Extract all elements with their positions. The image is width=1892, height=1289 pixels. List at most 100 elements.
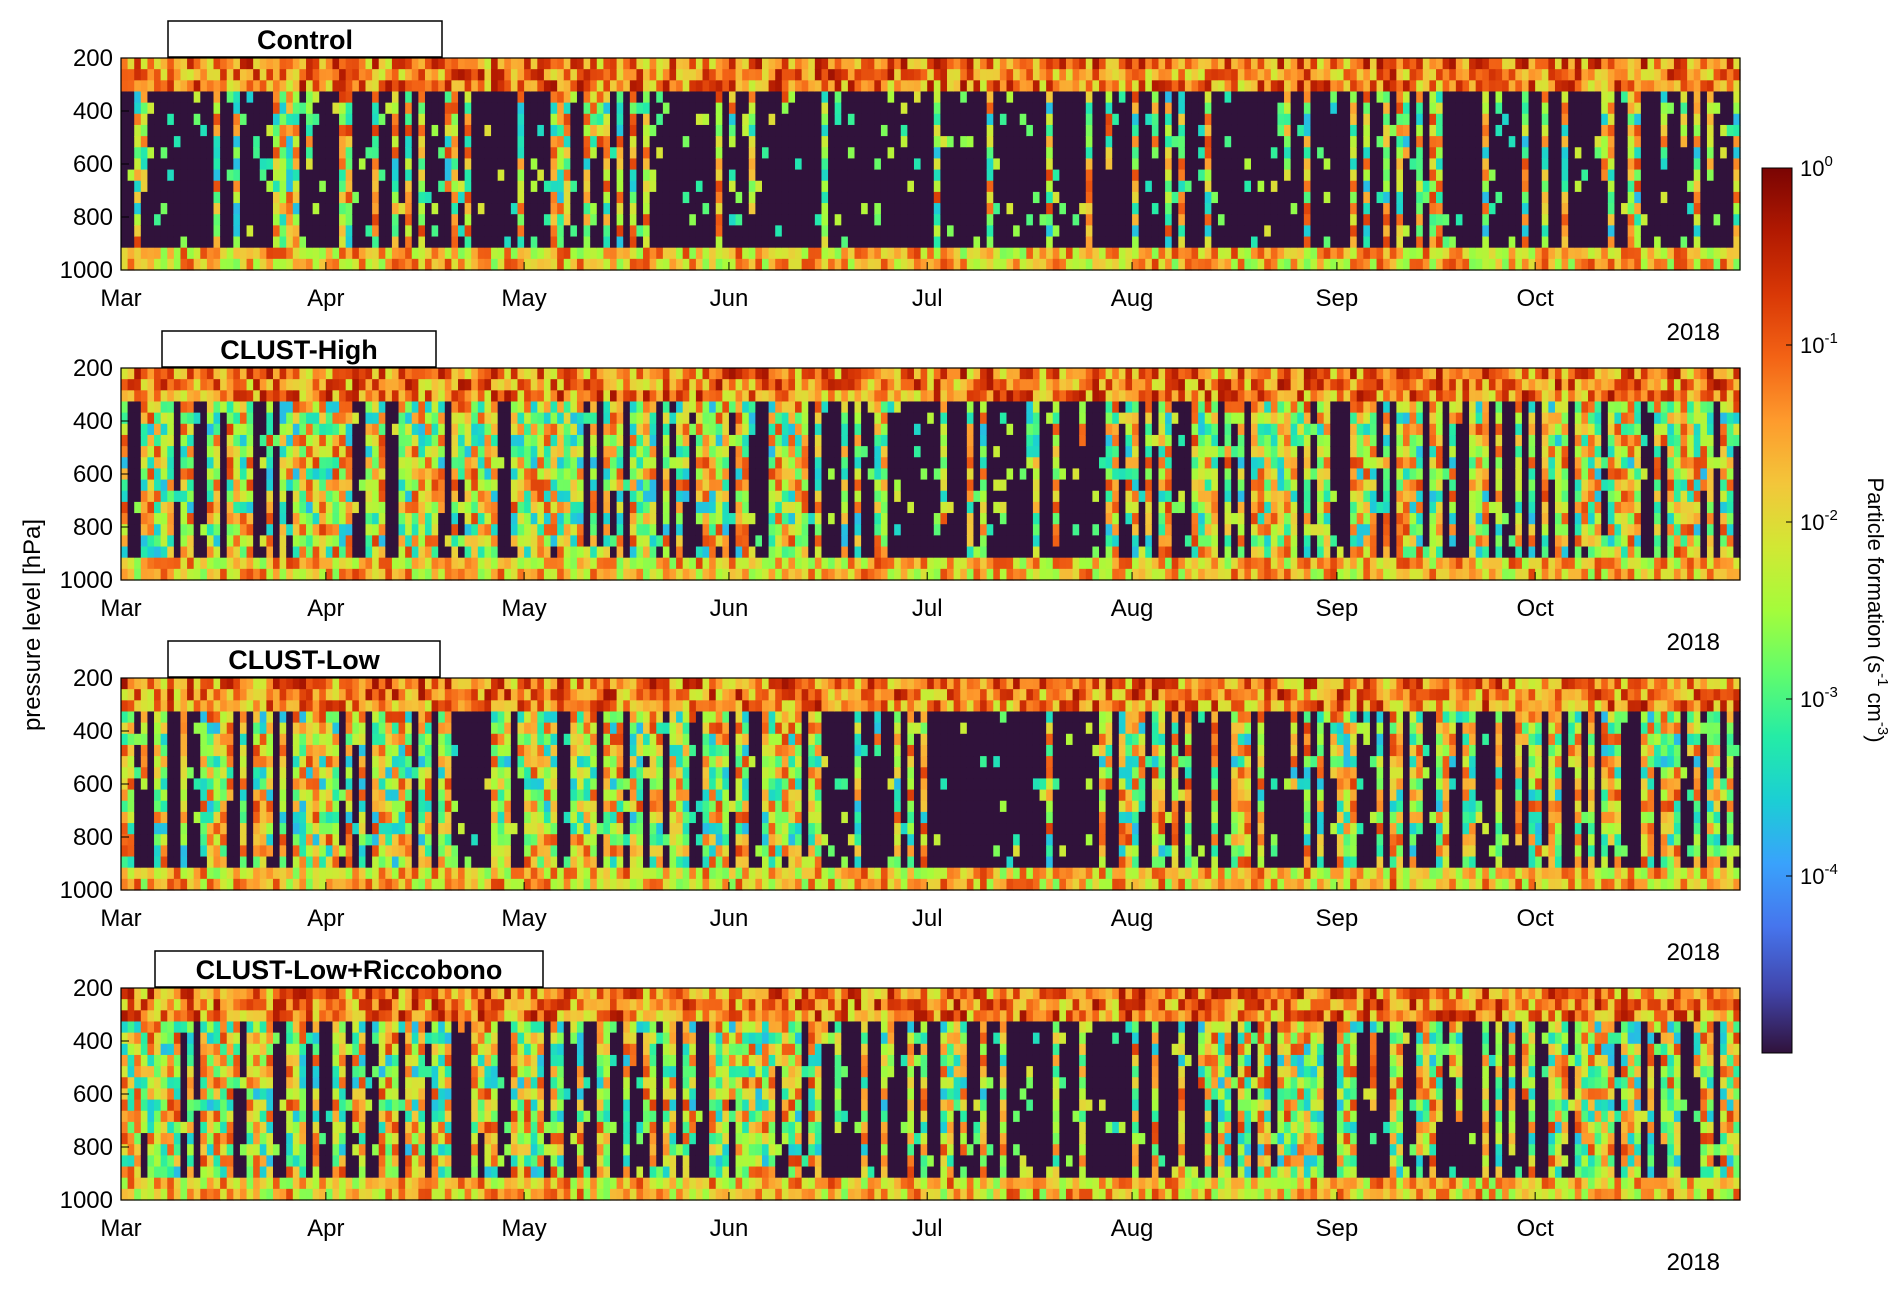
heat-cell: [1390, 214, 1397, 226]
heat-cell: [1436, 203, 1443, 215]
heat-cell: [1581, 80, 1588, 92]
heat-cell: [1079, 147, 1086, 159]
heat-cell: [617, 214, 624, 226]
heat-cell: [1542, 214, 1549, 226]
heat-cell: [1291, 103, 1298, 115]
heat-cell: [1403, 248, 1410, 260]
heat-cell: [465, 91, 472, 103]
heat-cell: [1370, 136, 1377, 148]
heat-cell: [266, 125, 273, 137]
heat-cell: [174, 569, 181, 581]
heat-cell: [881, 125, 888, 137]
heat-cell: [233, 103, 240, 115]
heat-cell: [405, 248, 412, 260]
heat-cell: [1443, 248, 1450, 260]
heat-cell: [722, 58, 729, 70]
heat-cell: [861, 158, 868, 170]
heat-cell: [306, 192, 313, 204]
heat-cell: [815, 58, 822, 70]
heat-cell: [1066, 114, 1073, 126]
heat-cell: [1020, 237, 1027, 249]
heat-cell: [1714, 136, 1721, 148]
heat-cell: [1714, 58, 1721, 70]
heat-cell: [260, 237, 267, 249]
heat-cell: [848, 203, 855, 215]
heat-cell: [517, 203, 524, 215]
heat-cell: [399, 203, 406, 215]
heat-cell: [590, 136, 597, 148]
heat-cell: [1396, 170, 1403, 182]
heat-cell: [584, 158, 591, 170]
heat-cell: [1383, 147, 1390, 159]
heat-cell: [207, 58, 214, 70]
heat-cell: [1614, 237, 1621, 249]
heat-cell: [227, 58, 234, 70]
heat-cell: [392, 91, 399, 103]
heat-cell: [1152, 114, 1159, 126]
heat-cell: [438, 80, 445, 92]
heat-cell: [1482, 136, 1489, 148]
heat-cell: [901, 192, 908, 204]
heat-cell: [973, 136, 980, 148]
heat-cell: [220, 547, 227, 559]
heat-cell: [1456, 136, 1463, 148]
heat-cell: [220, 58, 227, 70]
heat-cell: [161, 80, 168, 92]
heat-cell: [200, 480, 207, 492]
heat-cell: [835, 69, 842, 81]
heat-cell: [299, 69, 306, 81]
heat-cell: [868, 80, 875, 92]
heat-cell: [874, 80, 881, 92]
heat-cell: [174, 58, 181, 70]
heat-cell: [1562, 147, 1569, 159]
heat-cell: [180, 225, 187, 237]
heat-cell: [372, 181, 379, 193]
heat-cell: [1707, 147, 1714, 159]
heat-cell: [180, 158, 187, 170]
heat-cell: [821, 214, 828, 226]
heat-cell: [147, 147, 154, 159]
heat-cell: [729, 237, 736, 249]
heat-cell: [141, 569, 148, 581]
heat-cell: [266, 259, 273, 271]
heat-cell: [1509, 91, 1516, 103]
heat-cell: [1687, 203, 1694, 215]
heat-cell: [954, 147, 961, 159]
heat-cell: [293, 214, 300, 226]
heat-cell: [1370, 114, 1377, 126]
heat-cell: [498, 225, 505, 237]
heat-cell: [1515, 147, 1522, 159]
heat-cell: [868, 192, 875, 204]
heat-cell: [676, 147, 683, 159]
heat-cell: [399, 192, 406, 204]
heat-cell: [973, 192, 980, 204]
heat-cell: [1456, 125, 1463, 137]
heat-cell: [1059, 69, 1066, 81]
heat-cell: [1403, 181, 1410, 193]
heat-cell: [1377, 125, 1384, 137]
heat-cell: [669, 181, 676, 193]
heat-cell: [154, 203, 161, 215]
heat-cell: [207, 524, 214, 536]
heat-cell: [339, 181, 346, 193]
heat-cell: [1139, 203, 1146, 215]
heat-cell: [161, 237, 168, 249]
heat-cell: [808, 91, 815, 103]
heat-cell: [769, 181, 776, 193]
heat-cell: [650, 259, 657, 271]
heat-cell: [967, 103, 974, 115]
heat-cell: [1443, 91, 1450, 103]
heat-cell: [683, 237, 690, 249]
heat-cell: [517, 181, 524, 193]
heat-cell: [907, 259, 914, 271]
heat-cell: [1165, 114, 1172, 126]
heat-cell: [1277, 147, 1284, 159]
heat-cell: [1462, 192, 1469, 204]
heat-cell: [1033, 58, 1040, 70]
heat-cell: [683, 203, 690, 215]
heat-cell: [815, 158, 822, 170]
heat-cell: [557, 136, 564, 148]
heat-cell: [960, 69, 967, 81]
heat-cell: [821, 181, 828, 193]
heat-cell: [742, 158, 749, 170]
